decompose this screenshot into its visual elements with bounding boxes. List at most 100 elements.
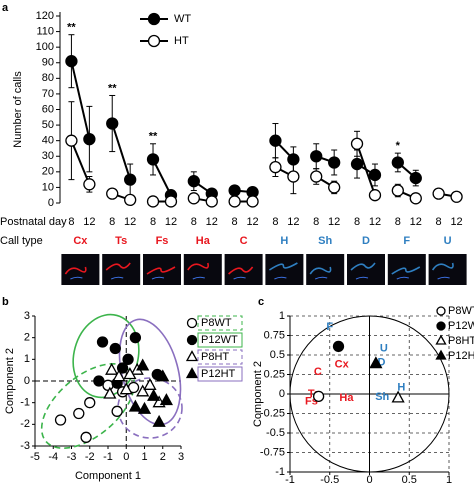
- x-tick-label: 8: [354, 216, 360, 228]
- y-tick-label: 3: [24, 310, 30, 322]
- y-tick-label: 50: [42, 119, 54, 131]
- marker: [187, 175, 200, 188]
- y-tick-label: 0: [24, 375, 30, 387]
- marker: [450, 190, 463, 203]
- marker: [146, 153, 160, 166]
- loading-label: Ha: [339, 392, 354, 404]
- x-tick-label: 12: [124, 216, 136, 228]
- x-tick-label: 12: [450, 216, 462, 228]
- x-tick-label: 12: [410, 216, 422, 228]
- loading-label: U: [380, 343, 388, 355]
- marker: [436, 306, 446, 316]
- x-tick-label: 8: [191, 216, 197, 228]
- spectrogram: [347, 254, 385, 285]
- y-axis-label: Number of calls: [12, 71, 24, 148]
- row-label: Postnatal day: [0, 216, 67, 228]
- call-type-label: Ts: [115, 235, 127, 247]
- marker: [350, 137, 364, 150]
- spectrogram: [183, 254, 222, 285]
- marker: [246, 195, 259, 208]
- spectrogram-trace: [355, 276, 369, 280]
- spectrogram: [61, 254, 100, 285]
- call-type-label: Cx: [73, 235, 88, 247]
- marker: [152, 414, 166, 427]
- marker: [368, 189, 382, 202]
- y-tick-label: 1: [279, 310, 285, 322]
- marker: [109, 342, 121, 355]
- legend-box: [197, 366, 243, 382]
- x-tick-label: 12: [165, 216, 177, 228]
- y-tick-label: -2: [20, 418, 30, 430]
- marker: [124, 173, 137, 186]
- call-type-label: Fs: [156, 235, 169, 247]
- marker: [228, 195, 241, 208]
- spectrogram-trace: [268, 262, 298, 271]
- y-tick-label: -0.25: [260, 407, 285, 419]
- legend-label: WT: [174, 13, 191, 25]
- y-tick-label: 100: [36, 41, 54, 53]
- x-tick-label: 1: [446, 474, 452, 485]
- call-type-label: H: [280, 235, 288, 247]
- y-tick-label: -1: [20, 397, 30, 409]
- marker: [105, 362, 119, 375]
- marker: [328, 156, 341, 169]
- marker: [96, 336, 109, 348]
- x-tick-label: 8: [109, 216, 115, 228]
- legend-label: P8WT: [448, 305, 474, 317]
- spectrogram-trace: [396, 276, 409, 280]
- y-tick-label: 1: [24, 353, 30, 365]
- spectrogram: [428, 254, 467, 285]
- spectrogram-trace: [437, 276, 450, 280]
- y-tick-label: 0.75: [264, 329, 285, 341]
- y-tick-label: -1: [275, 466, 285, 478]
- marker: [391, 156, 404, 169]
- significance: *: [396, 140, 401, 152]
- marker: [83, 178, 96, 191]
- marker: [185, 350, 199, 362]
- marker: [84, 397, 96, 409]
- panel-label: a: [2, 2, 9, 14]
- marker: [350, 157, 364, 171]
- loading-label: Cx: [335, 358, 350, 370]
- marker: [93, 375, 105, 387]
- marker: [186, 334, 198, 346]
- x-tick-label: 8: [232, 216, 238, 228]
- legend-label: HT: [174, 35, 189, 47]
- spectrogram: [306, 254, 345, 285]
- marker: [369, 356, 383, 369]
- y-tick-label: 110: [36, 25, 54, 37]
- x-tick-label: -4: [48, 451, 58, 463]
- y-tick-label: 0: [48, 197, 54, 209]
- x-tick-label: 12: [328, 216, 340, 228]
- legend-label: P12WT: [448, 320, 474, 332]
- spectrogram: [265, 254, 304, 285]
- x-tick-label: -1: [103, 451, 113, 463]
- x-tick-label: 8: [436, 216, 442, 228]
- marker: [146, 195, 160, 208]
- marker: [83, 132, 96, 146]
- spectrogram-trace: [309, 266, 332, 275]
- call-type-label: Ha: [196, 235, 211, 247]
- marker: [269, 134, 282, 147]
- marker: [391, 184, 404, 197]
- marker: [368, 168, 382, 182]
- marker: [287, 170, 300, 183]
- loading-label: Sh: [375, 391, 389, 403]
- y-axis-label: Component 2: [4, 348, 16, 414]
- y-tick-label: 2: [24, 332, 30, 344]
- loading-label: C: [314, 366, 322, 378]
- marker: [310, 150, 323, 163]
- y-tick-label: 0.5: [270, 349, 285, 361]
- x-tick-label: 12: [287, 216, 299, 228]
- spectrogram: [224, 254, 263, 285]
- significance: **: [67, 22, 76, 34]
- x-tick-label: 0: [366, 474, 372, 485]
- marker: [186, 317, 198, 329]
- marker: [54, 414, 67, 426]
- marker: [112, 369, 126, 382]
- marker: [147, 34, 161, 48]
- y-tick-label: 20: [42, 166, 54, 178]
- significance: **: [108, 82, 117, 94]
